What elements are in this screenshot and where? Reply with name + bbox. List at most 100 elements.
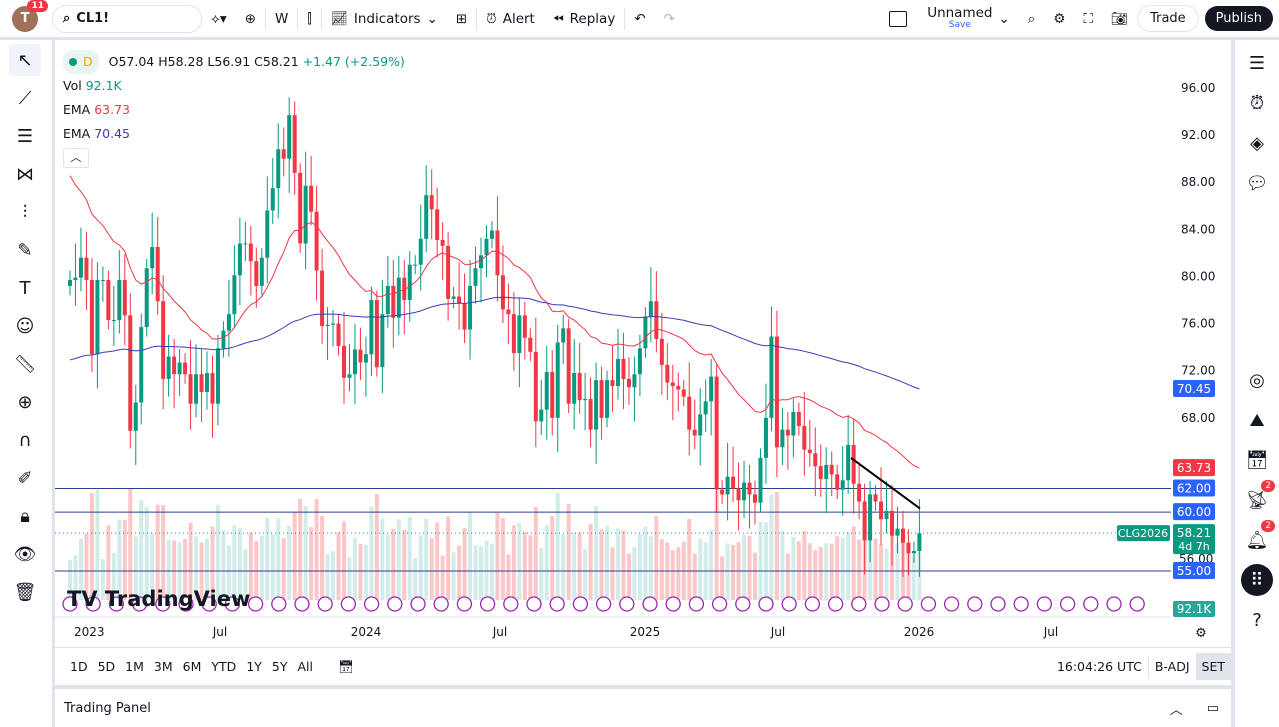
candle-body [583,398,588,401]
measure-tool[interactable]: 📏︎ [9,348,41,380]
quick-search-button[interactable]: ⌕ [1019,0,1045,38]
fullscreen-button[interactable]: ⛶ [1074,0,1101,38]
apps-button[interactable]: ⠿ [1241,564,1273,596]
range-6m[interactable]: 6M [182,659,202,674]
range-5y[interactable]: 5Y [271,659,288,674]
volume-bar [194,536,199,600]
lock-tool[interactable]: 🔒︎ [9,500,41,532]
range-1d[interactable]: 1D [70,659,88,674]
candle-body [769,336,774,418]
event-marker-icon [271,596,287,612]
drawing-mode-tool[interactable]: ✐ [9,462,41,494]
candle-body [479,255,483,269]
search-icon: ⌕ [1027,10,1036,27]
plus-circle-icon: ⊕ [244,10,257,27]
user-avatar[interactable]: T 11 [12,0,48,32]
calendar-button[interactable]: 📅︎ [1241,444,1273,476]
range-ytd[interactable]: YTD [211,659,237,674]
trading-panel[interactable]: Trading Panel ︿ ▭ [55,689,1231,727]
adjustment-toggle[interactable]: B-ADJ [1154,659,1190,674]
chart-type-button[interactable]: ⫿ [298,0,320,38]
candle-body [900,528,905,543]
indicators-button[interactable]: 📈︎ Indicators ⌄ [330,10,438,27]
volume-bar [270,533,275,600]
volume-bar [720,556,725,600]
settings-button[interactable]: ⚙ [1044,0,1074,38]
publish-button[interactable]: Publish [1204,6,1273,31]
range-1y[interactable]: 1Y [246,659,262,674]
event-marker-icon [1129,596,1145,612]
clock[interactable]: 16:04:26 UTC [1056,659,1142,674]
trendline-tool[interactable]: ⟋ [9,82,41,114]
alerts-button[interactable]: ⏰︎ [1241,87,1273,119]
layout-button[interactable]: Unnamed Save ⌄ [880,0,1019,38]
candle-body [468,285,473,330]
zoom-tool[interactable]: ⊕ [9,386,41,418]
notifications-button[interactable]: 🔔︎ 2 [1241,520,1275,556]
trade-button[interactable]: Trade [1137,5,1199,32]
prediction-tool[interactable]: ⫶ [9,196,41,228]
range-3m[interactable]: 3M [153,659,173,674]
hide-tool[interactable]: 👁︎ [9,538,41,570]
candle-body [550,371,555,418]
time-tick: Jul [492,625,507,639]
pine-button[interactable]: ⛰︎ [1241,404,1273,436]
goto-date-button[interactable]: 📅︎ [332,659,360,675]
volume-legend[interactable]: Vol 92.1K [63,78,122,93]
undo-button[interactable]: ↶ [625,0,654,38]
search-icon: ⌕ [63,11,71,26]
symbol-search[interactable]: ⌕ CL1! [52,4,202,33]
compare-button[interactable]: ⟡▾ [211,10,227,27]
templates-button[interactable]: ⊞ [447,0,476,38]
layers-button[interactable]: ◈ [1241,127,1273,159]
text-tool[interactable]: T [9,272,41,304]
snapshot-button[interactable]: 📷︎ [1102,0,1137,38]
cursor-tool[interactable]: ↖ [9,44,41,76]
price-chart[interactable]: 96.00 92.00 88.00 84.00 80.00 76.00 72.00 68.00… [55,40,1231,647]
chat-button[interactable]: 💬︎ [1241,167,1273,199]
ideas-button[interactable]: ◎ [1241,364,1273,396]
volume-bar [495,512,500,600]
remove-tool[interactable]: 🗑︎ [9,576,41,608]
candle-body [451,296,456,299]
watchlist-button[interactable]: ☰ [1241,47,1273,79]
interval-button[interactable]: W [275,10,289,27]
open-value: O57.04 [108,54,155,69]
pattern-tool[interactable]: ⋈ [9,158,41,190]
maximize-icon[interactable]: ▭ [1206,700,1219,716]
redo-button[interactable]: ↷ [655,0,684,38]
last-price-label [1173,524,1215,555]
range-1m[interactable]: 1M [125,659,144,674]
candle-body [95,280,100,355]
time-tick: Jul [212,625,227,639]
volume-bar [150,532,155,600]
candle-body [100,280,105,282]
replay-button[interactable]: ⏪︎ Replay [552,10,616,27]
magnet-tool[interactable]: ∩ [9,424,41,456]
fib-tool[interactable]: ☰ [9,120,41,152]
candle-body [402,277,407,301]
add-symbol-button[interactable]: ⊕ [236,0,265,38]
event-marker-icon [549,596,565,612]
volume-bar [320,515,325,600]
range-all[interactable]: All [297,659,314,674]
candle-body [248,243,253,262]
help-button[interactable]: ? [1241,604,1273,636]
streams-button[interactable]: 📡︎ 2 [1241,480,1275,516]
collapse-legend-button[interactable]: ︿ [63,148,89,168]
volume-bar [352,538,357,600]
volume-bar [363,544,368,600]
chevron-up-icon[interactable]: ︿ [1169,702,1183,718]
ruler-icon: 📏︎ [13,353,37,375]
volume-bar [692,553,697,600]
emoji-tool[interactable]: ☺ [9,310,41,342]
candles-icon: ⫿ [307,10,312,27]
status-pill[interactable]: D [63,50,99,74]
ema-slow-legend[interactable]: EMA 70.45 [63,126,131,141]
alert-button[interactable]: ⏰︎ Alert [486,10,535,27]
brush-tool[interactable]: ✎ [9,234,41,266]
ema-fast-legend[interactable]: EMA 63.73 [63,102,131,117]
chart-pane[interactable]: 96.00 92.00 88.00 84.00 80.00 76.00 72.00 68.00… [55,40,1231,685]
session-toggle[interactable]: SET [1195,653,1231,680]
range-5d[interactable]: 5D [97,659,116,674]
